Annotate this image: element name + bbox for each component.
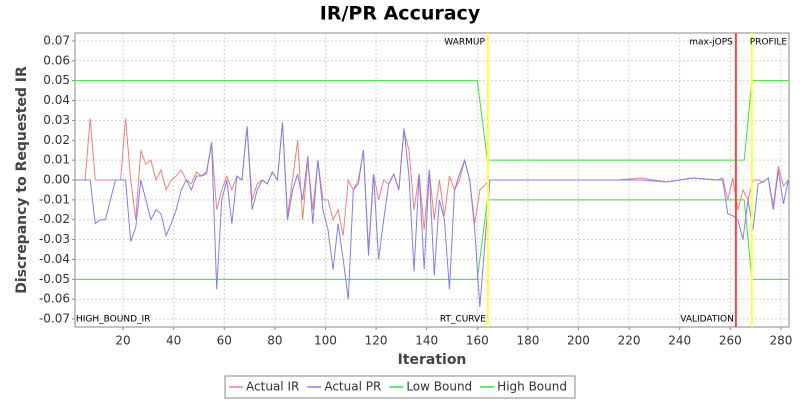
chart-title: IR/PR Accuracy	[320, 3, 481, 25]
marker-label: WARMUP	[444, 38, 485, 48]
corner-label: HIGH_BOUND_IR	[76, 315, 150, 325]
legend: Actual IR Actual PR Low Bound High Bound	[224, 375, 576, 399]
legend-item: High Bound	[480, 380, 567, 394]
y-tick-label: -0.06	[39, 292, 70, 306]
y-tick-label: -0.07	[39, 312, 70, 326]
series-line	[75, 199, 789, 280]
x-tick-label: 60	[217, 334, 232, 348]
x-axis-label: Iteration	[398, 352, 467, 368]
y-tick-label: 0.06	[43, 53, 70, 67]
marker-label: max-jOPS	[689, 38, 733, 48]
x-tick-label: 160	[466, 334, 489, 348]
x-tick-label: 200	[567, 334, 590, 348]
series-line	[75, 80, 789, 161]
series-line	[75, 118, 789, 250]
legend-item: Actual PR	[307, 380, 381, 394]
x-tick-label: 120	[365, 334, 388, 348]
y-tick-label: 0.01	[43, 153, 70, 167]
x-tick-label: 140	[415, 334, 438, 348]
legend-label: Actual IR	[246, 380, 299, 394]
y-tick-label: -0.04	[39, 252, 70, 266]
marker-label: PROFILE	[750, 38, 788, 48]
series-line	[75, 122, 789, 308]
y-tick-label: 0.05	[43, 73, 70, 87]
legend-label: High Bound	[497, 380, 567, 394]
legend-label: Low Bound	[406, 380, 472, 394]
y-tick-label: -0.03	[39, 232, 70, 246]
y-tick-label: -0.01	[39, 192, 70, 206]
y-tick-label: -0.05	[39, 272, 70, 286]
y-tick-label: -0.02	[39, 212, 70, 226]
marker-bottom-label: VALIDATION	[680, 315, 734, 325]
y-tick-label: 0.04	[43, 93, 70, 107]
x-tick-label: 240	[668, 334, 691, 348]
x-tick-label: 180	[516, 334, 539, 348]
x-tick-label: 220	[618, 334, 641, 348]
x-tick-label: 20	[115, 334, 130, 348]
x-tick-label: 40	[166, 334, 181, 348]
y-tick-label: 0.07	[43, 33, 70, 47]
y-tick-label: 0.00	[43, 173, 70, 187]
x-tick-label: 260	[719, 334, 742, 348]
y-tick-label: 0.02	[43, 133, 70, 147]
legend-label: Actual PR	[324, 380, 381, 394]
legend-item: Actual IR	[229, 380, 299, 394]
x-tick-label: 80	[267, 334, 282, 348]
y-tick-label: 0.03	[43, 113, 70, 127]
x-tick-label: 280	[769, 334, 792, 348]
marker-bottom-label: RT_CURVE	[440, 315, 486, 325]
x-tick-label: 100	[314, 334, 337, 348]
y-axis-label: Discrepancy to Requested IR	[14, 66, 30, 294]
legend-item: Low Bound	[389, 380, 472, 394]
